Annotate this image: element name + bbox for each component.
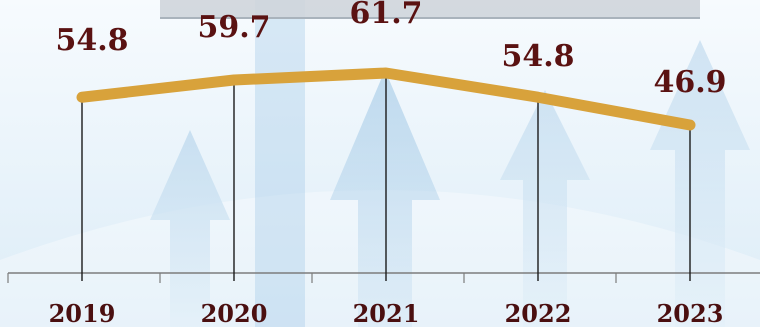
data-point	[81, 96, 83, 98]
data-point	[233, 79, 235, 81]
x-tick-label: 2020	[201, 299, 268, 327]
data-label: 59.7	[197, 10, 270, 45]
data-label: 54.8	[501, 39, 574, 74]
x-tick-label: 2023	[657, 299, 724, 327]
x-tick-label: 2022	[505, 299, 572, 327]
data-label: 54.8	[55, 23, 128, 58]
x-tick-label: 2019	[49, 299, 116, 327]
x-tick-label: 2021	[353, 299, 420, 327]
data-point	[385, 72, 387, 74]
data-point	[689, 124, 691, 126]
data-label: 46.9	[653, 65, 726, 100]
data-label: 61.7	[349, 0, 422, 31]
data-point	[537, 96, 539, 98]
